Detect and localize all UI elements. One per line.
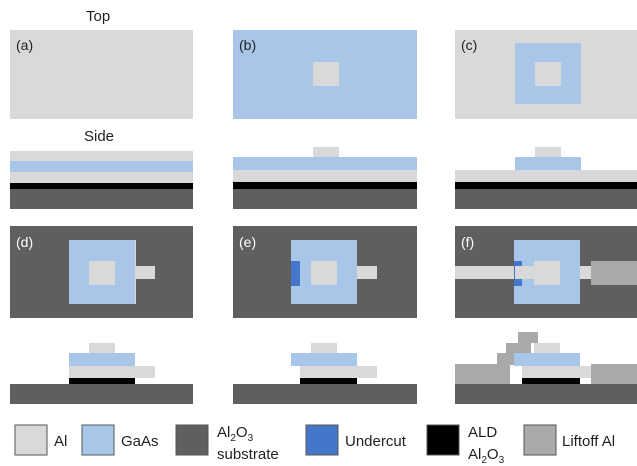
panel-label-d: (d) xyxy=(16,234,33,250)
al-pad xyxy=(89,261,115,285)
al-pad xyxy=(311,261,337,285)
al-layer xyxy=(455,170,637,182)
al-layer xyxy=(10,30,193,119)
legend-label-gaas: GaAs xyxy=(121,433,159,450)
panel-a-side xyxy=(10,151,193,209)
al-pad xyxy=(534,343,560,353)
substrate xyxy=(455,189,637,209)
substrate xyxy=(233,189,417,209)
legend-label-ald-formula: Al2O3 xyxy=(468,446,505,466)
liftoff-al-left-lead xyxy=(455,266,515,279)
al-layer xyxy=(233,170,417,182)
liftoff-al-right-pad xyxy=(591,261,637,285)
panel-f-top: (f) xyxy=(455,226,637,318)
legend-label-undercut: Undercut xyxy=(345,433,407,450)
legend-swatch-gaas xyxy=(81,424,115,456)
liftoff-al-step-mid xyxy=(506,343,531,354)
panel-c-side xyxy=(455,147,637,209)
legend-label-liftoff: Liftoff Al xyxy=(562,433,615,450)
gaas-layer xyxy=(233,157,417,170)
panel-b-side xyxy=(233,147,417,209)
legend: Al GaAs Al2O3 substrate Undercut ALD Al2… xyxy=(14,424,615,466)
panel-e-top: (e) xyxy=(233,226,417,318)
panel-label-f: (f) xyxy=(461,234,474,250)
panel-d-side xyxy=(10,343,193,404)
panel-a-top: (a) xyxy=(10,30,193,119)
al-arm xyxy=(580,266,592,279)
ald-layer xyxy=(300,378,357,384)
ald-layer xyxy=(522,378,580,384)
al-pad xyxy=(313,147,339,157)
al-layer xyxy=(522,366,592,378)
legend-label-ald-word: ALD xyxy=(468,424,497,441)
liftoff-al-bridge xyxy=(515,266,535,279)
al-arm xyxy=(357,266,377,279)
panel-d-top: (d) xyxy=(10,226,193,318)
ald-layer xyxy=(69,378,135,384)
liftoff-al-right xyxy=(591,364,637,384)
gaas-mesa xyxy=(291,353,357,366)
ald-layer xyxy=(10,183,193,189)
gaas-mesa xyxy=(514,353,580,366)
gaas-mesa xyxy=(69,353,135,366)
al-top-layer xyxy=(10,151,193,161)
panel-f-side xyxy=(455,332,637,404)
gaas-layer xyxy=(10,161,193,172)
substrate xyxy=(233,384,417,404)
al-pad xyxy=(313,62,339,86)
al-pad xyxy=(535,62,561,86)
al-pad xyxy=(534,261,560,285)
al-pad xyxy=(311,343,337,353)
header-side: Side xyxy=(84,128,114,145)
al-pad xyxy=(89,343,115,353)
liftoff-al-step-top xyxy=(518,332,538,343)
undercut xyxy=(291,261,300,286)
legend-swatch-al xyxy=(14,424,48,456)
panel-label-c: (c) xyxy=(461,37,477,53)
panel-b-top: (b) xyxy=(233,30,417,119)
al-layer xyxy=(10,172,193,183)
legend-swatch-undercut xyxy=(305,424,339,456)
panel-label-e: (e) xyxy=(239,234,256,250)
al-layer xyxy=(69,366,155,378)
legend-swatch-liftoff xyxy=(523,424,557,456)
substrate xyxy=(10,189,193,209)
liftoff-al-step-low xyxy=(497,353,514,365)
gaas-mesa xyxy=(515,157,581,170)
ald-layer xyxy=(233,182,417,189)
substrate xyxy=(455,384,637,404)
al-pad xyxy=(535,147,561,157)
header-top: Top xyxy=(86,8,110,25)
panel-e-side xyxy=(233,343,417,404)
legend-swatch-ald xyxy=(426,424,460,456)
legend-swatch-substrate xyxy=(175,424,209,456)
legend-label-al: Al xyxy=(54,433,67,450)
panel-c-top: (c) xyxy=(455,30,637,119)
legend-label-substrate-word: substrate xyxy=(217,446,279,463)
legend-label-substrate-formula: Al2O3 xyxy=(217,424,254,444)
al-arm xyxy=(135,266,155,279)
panel-label-b: (b) xyxy=(239,37,256,53)
liftoff-al-slope xyxy=(490,364,510,384)
substrate xyxy=(10,384,193,404)
al-layer xyxy=(300,366,377,378)
ald-layer xyxy=(455,182,637,189)
panel-label-a: (a) xyxy=(16,37,33,53)
